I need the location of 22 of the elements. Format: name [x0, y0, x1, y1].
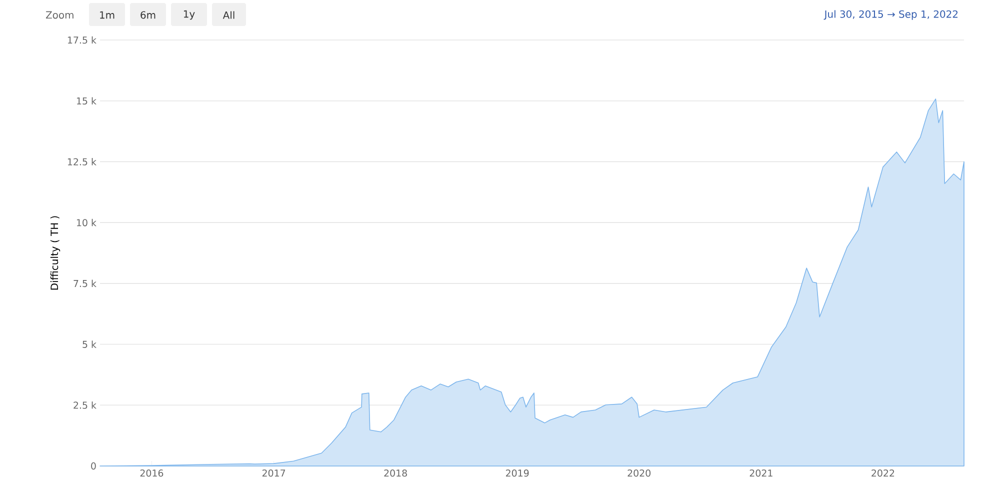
y-tick-label: 12.5 k	[68, 158, 96, 166]
text: 1y	[184, 10, 195, 20]
x-tick-label: 2020	[628, 470, 650, 477]
text: All	[222, 11, 234, 19]
text: 6m	[140, 11, 156, 19]
x-tick-label: 2017	[262, 470, 286, 477]
x-tick-label: 2016	[140, 470, 164, 477]
x-tick-label: 2018	[384, 470, 407, 477]
x-tick-label: 2021	[750, 470, 772, 477]
y-axis-title: Difficulty ( TH )	[50, 216, 60, 290]
y-tick-label: 17.5 k	[68, 36, 96, 44]
x-tick-label: 2019	[506, 470, 529, 477]
y-tick-label: 5 k	[82, 340, 96, 348]
text: 1m	[100, 11, 114, 19]
text: Zoom	[46, 11, 74, 19]
y-tick-label: 0	[91, 462, 96, 470]
x-tick-label: 2022	[872, 470, 894, 477]
y-tick-label: 10 k	[76, 218, 96, 226]
y-tick-label: 7.5 k	[74, 280, 96, 288]
y-tick-label: 2.5 k	[74, 401, 96, 409]
text: Jul 30, 2015 → Sep 1, 2022	[824, 10, 958, 20]
y-tick-label: 15 k	[76, 97, 96, 105]
